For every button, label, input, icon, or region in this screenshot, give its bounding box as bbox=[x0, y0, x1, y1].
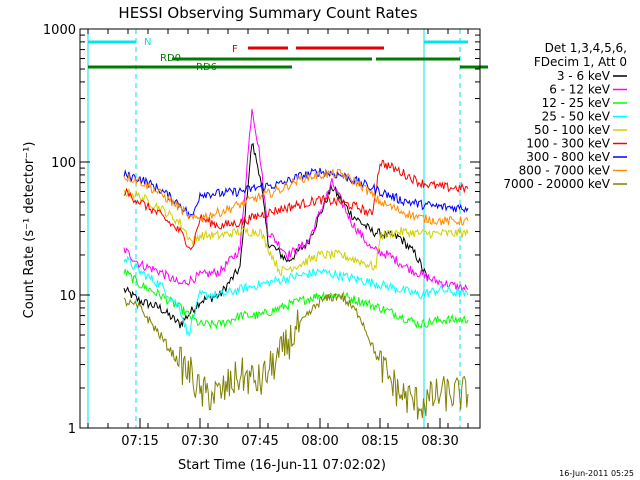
legend-label-8: 7000 - 20000 keV bbox=[503, 177, 610, 191]
y-tick-label-1: 10 bbox=[59, 289, 76, 304]
legend-header-2: FDecim 1, Att 0 bbox=[534, 55, 627, 69]
x-tick-label-4: 08:15 bbox=[361, 434, 398, 449]
y-tick-label-0: 1 bbox=[68, 422, 76, 437]
x-axis-label: Start Time (16-Jun-11 07:02:02) bbox=[178, 458, 386, 473]
series-line-6 bbox=[123, 167, 469, 219]
legend-label-5: 100 - 300 keV bbox=[526, 137, 610, 151]
series-line-4 bbox=[123, 188, 469, 277]
legend-label-2: 12 - 25 keV bbox=[542, 96, 611, 110]
series-line-2 bbox=[123, 269, 469, 330]
legend-label-6: 300 - 800 keV bbox=[526, 150, 610, 164]
chart-title: HESSI Observing Summary Count Rates bbox=[118, 4, 417, 22]
y-tick-label-2: 100 bbox=[51, 156, 76, 171]
legend-label-3: 25 - 50 keV bbox=[542, 110, 611, 124]
x-tick-label-5: 08:30 bbox=[421, 434, 458, 449]
plot-area: N F RD0 RD6 1 10 100 1000 07:15 07:30 07:45 08:00 08… bbox=[43, 23, 488, 449]
legend-label-7: 800 - 7000 keV bbox=[519, 164, 611, 178]
flag-rd0-label: RD0 bbox=[160, 53, 181, 64]
x-tick-label-3: 08:00 bbox=[301, 434, 338, 449]
legend-header-1: Det 1,3,4,5,6, bbox=[545, 41, 627, 55]
x-tick-label-0: 07:15 bbox=[121, 434, 158, 449]
y-tick-label-3: 1000 bbox=[43, 23, 76, 38]
y-axis-label: Count Rate (s⁻¹ detector⁻¹) bbox=[22, 142, 37, 319]
legend-label-4: 50 - 100 keV bbox=[534, 123, 611, 137]
footer-timestamp: 16-Jun-2011 05:25 bbox=[559, 469, 634, 478]
x-tick-label-2: 07:45 bbox=[241, 434, 278, 449]
series-line-3 bbox=[123, 255, 469, 338]
series-line-1 bbox=[123, 108, 469, 292]
flag-f-label: F bbox=[232, 44, 238, 55]
flag-rd6-label: RD6 bbox=[196, 62, 217, 73]
flag-n-label: N bbox=[144, 37, 151, 48]
series-line-8 bbox=[123, 293, 469, 420]
series-line-0 bbox=[123, 143, 429, 329]
series-line-7 bbox=[123, 168, 469, 227]
x-tick-label-1: 07:30 bbox=[181, 434, 218, 449]
legend-label-1: 6 - 12 keV bbox=[549, 83, 611, 97]
plot-frame bbox=[79, 28, 481, 429]
series-line-5 bbox=[123, 159, 469, 251]
legend-label-0: 3 - 6 keV bbox=[557, 69, 611, 83]
